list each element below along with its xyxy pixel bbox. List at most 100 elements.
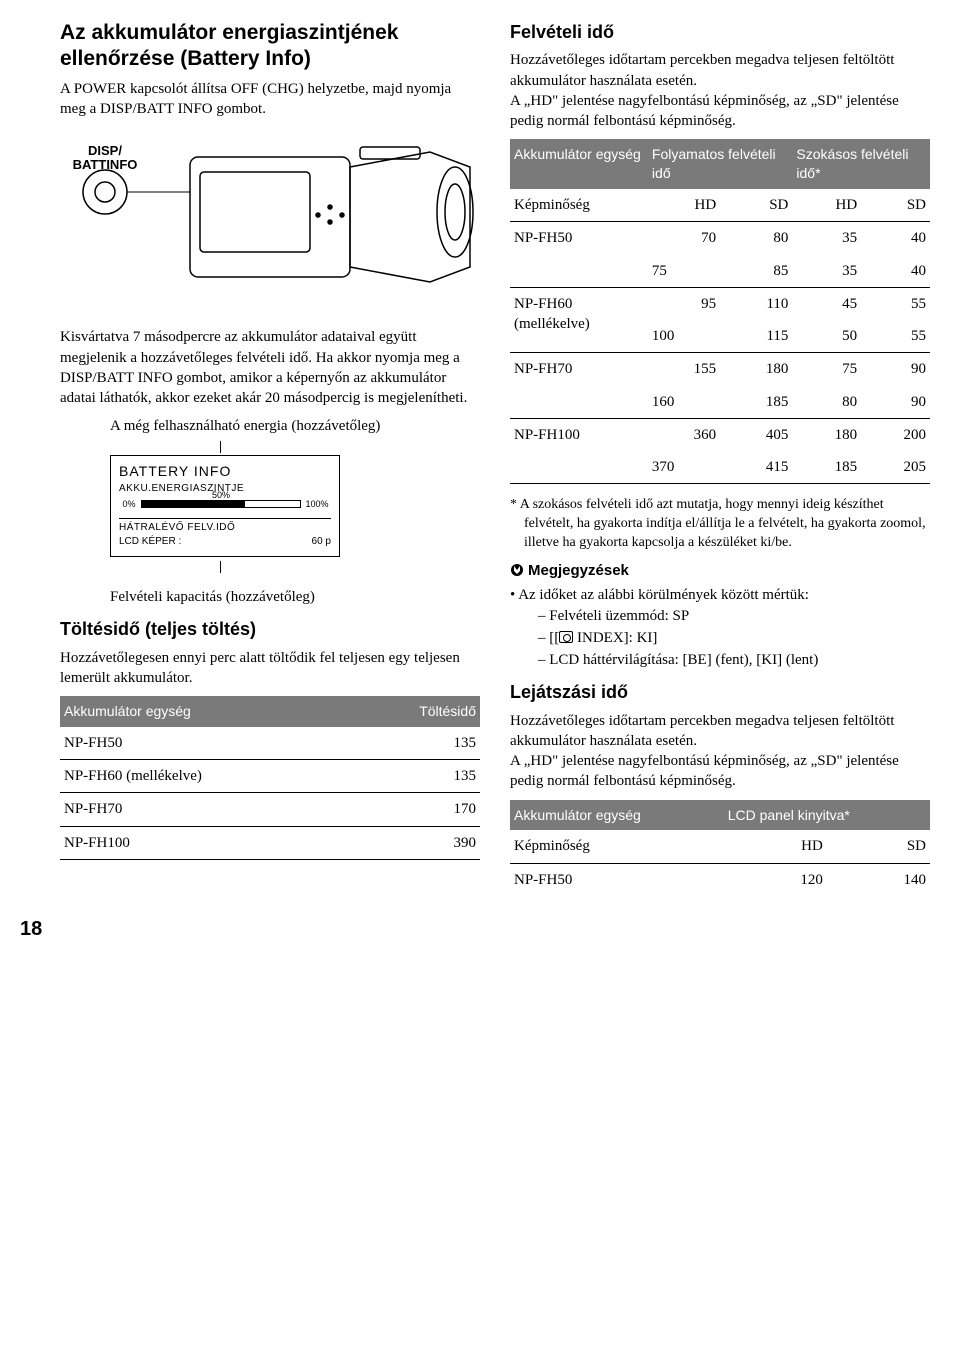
table-cell: 75 xyxy=(648,255,720,288)
table-row: NP-FH5070803540 xyxy=(510,222,930,255)
charge-th-time: Töltésidő xyxy=(351,696,480,727)
page-number: 18 xyxy=(20,916,930,943)
notes-icon xyxy=(510,563,524,577)
table-cell: NP-FH50 xyxy=(510,222,648,288)
table-cell: 415 xyxy=(720,451,792,484)
remain-label: HÁTRALÉVŐ FELV.IDŐ xyxy=(119,521,331,535)
recording-intro: Hozzávetőleges időtartam percekben megad… xyxy=(510,50,930,131)
rec-th-unit: Akkumulátor egység xyxy=(510,139,648,189)
table-cell: 370 xyxy=(648,451,720,484)
play-th-lcd: LCD panel kinyitva* xyxy=(724,800,930,831)
battery-info-display: BATTERY INFO AKKU.ENERGIASZINTJE 0% 50% … xyxy=(110,455,340,558)
table-cell: 135 xyxy=(351,727,480,760)
camera-illustration: DISP/ BATTINFO xyxy=(60,137,480,307)
svg-text:DISP/: DISP/ xyxy=(88,143,122,158)
list-item: [[ INDEX]: KI] xyxy=(538,628,930,648)
section-title-battery-check: Az akkumulátor energiaszintjének ellenőr… xyxy=(60,20,480,73)
subsection-playback-time: Lejátszási idő xyxy=(510,680,930,704)
table-cell: 70 xyxy=(648,222,720,255)
table-cell: NP-FH70 xyxy=(510,353,648,419)
notes-bullet: Az időket az alábbi körülmények között m… xyxy=(510,585,930,670)
table-cell: 40 xyxy=(861,255,930,288)
table-cell: 40 xyxy=(861,222,930,255)
battery-info-title: BATTERY INFO xyxy=(119,462,331,481)
energy-bar: 50% xyxy=(141,500,301,508)
table-cell: 185 xyxy=(720,386,792,419)
table-cell: 90 xyxy=(861,353,930,386)
energy-bar-fill xyxy=(142,501,245,507)
table-cell: 80 xyxy=(720,222,792,255)
table-row: KépminőségHDSDHDSD xyxy=(510,189,930,222)
table-cell: NP-FH50 xyxy=(510,863,724,896)
recording-time-table: Akkumulátor egység Folyamatos felvételi … xyxy=(510,139,930,484)
table-row: NP-FH60 (mellékelve)951104555 xyxy=(510,287,930,320)
table-cell: NP-FH60 (mellékelve) xyxy=(510,287,648,353)
list-item: LCD háttérvilágítása: [BE] (fent), [KI] … xyxy=(538,650,930,670)
subsection-charge-time: Töltésidő (teljes töltés) xyxy=(60,617,480,641)
pct-50: 50% xyxy=(212,489,230,501)
table-cell: 90 xyxy=(861,386,930,419)
table-cell: SD xyxy=(827,830,930,863)
pointer-line-bottom xyxy=(220,561,221,573)
table-cell: 50 xyxy=(792,320,861,353)
list-item: Felvételi üzemmód: SP xyxy=(538,606,930,626)
table-cell: SD xyxy=(861,189,930,222)
table-cell: 155 xyxy=(648,353,720,386)
table-cell: 390 xyxy=(351,826,480,859)
recording-footnote: * A szokásos felvételi idő azt mutatja, … xyxy=(510,496,930,553)
table-cell: Képminőség xyxy=(510,189,648,222)
charge-time-table: Akkumulátor egység Töltésidő NP-FH50135N… xyxy=(60,696,480,860)
remain-row-label: LCD KÉPER : xyxy=(119,535,181,549)
table-cell: 120 xyxy=(724,863,827,896)
table-cell: HD xyxy=(648,189,720,222)
rec-th-continuous: Folyamatos felvételi idő xyxy=(648,139,792,189)
table-row: NP-FH100390 xyxy=(60,826,480,859)
table-cell: 100 xyxy=(648,320,720,353)
table-cell: 180 xyxy=(792,418,861,451)
table-cell: 55 xyxy=(861,320,930,353)
table-cell: 185 xyxy=(792,451,861,484)
playback-intro: Hozzávetőleges időtartam percekben megad… xyxy=(510,711,930,792)
notes-list: Az időket az alábbi körülmények között m… xyxy=(510,585,930,670)
paragraph-2: Kisvártatva 7 másodpercre az akkumulátor… xyxy=(60,327,480,408)
table-cell: 80 xyxy=(792,386,861,419)
table-cell: 85 xyxy=(720,255,792,288)
subsection-recording-time: Felvételi idő xyxy=(510,20,930,44)
table-cell: 160 xyxy=(648,386,720,419)
table-row: NP-FH100360405180200 xyxy=(510,418,930,451)
table-cell: Képminőség xyxy=(510,830,724,863)
table-cell: NP-FH70 xyxy=(60,793,351,826)
table-cell: 35 xyxy=(792,222,861,255)
table-cell: 135 xyxy=(351,760,480,793)
table-cell: NP-FH60 (mellékelve) xyxy=(60,760,351,793)
pointer-line-top xyxy=(220,441,221,453)
table-cell: 170 xyxy=(351,793,480,826)
intro-paragraph: A POWER kapcsolót állítsa OFF (CHG) hely… xyxy=(60,79,480,120)
table-cell: HD xyxy=(724,830,827,863)
face-index-icon xyxy=(559,631,573,643)
table-cell: 35 xyxy=(792,255,861,288)
table-cell: 115 xyxy=(720,320,792,353)
charge-th-unit: Akkumulátor egység xyxy=(60,696,351,727)
table-cell: 55 xyxy=(861,287,930,320)
table-row: NP-FH70170 xyxy=(60,793,480,826)
table-cell: NP-FH100 xyxy=(60,826,351,859)
table-row: NP-FH701551807590 xyxy=(510,353,930,386)
table-row: NP-FH60 (mellékelve)135 xyxy=(60,760,480,793)
table-cell: 360 xyxy=(648,418,720,451)
table-cell: 110 xyxy=(720,287,792,320)
rec-th-typical: Szokásos felvételi idő* xyxy=(792,139,930,189)
remain-row-value: 60 p xyxy=(312,535,331,549)
table-cell: 180 xyxy=(720,353,792,386)
table-row: NP-FH50120140 xyxy=(510,863,930,896)
table-cell: HD xyxy=(792,189,861,222)
table-cell: 95 xyxy=(648,287,720,320)
table-cell: 200 xyxy=(861,418,930,451)
table-cell: NP-FH50 xyxy=(60,727,351,760)
pct-100: 100% xyxy=(303,498,331,510)
svg-text:BATTINFO: BATTINFO xyxy=(73,157,138,172)
table-cell: NP-FH100 xyxy=(510,418,648,484)
caption-remaining-energy: A még felhasználható energia (hozzávetől… xyxy=(110,416,480,436)
table-cell: 405 xyxy=(720,418,792,451)
table-cell: SD xyxy=(720,189,792,222)
